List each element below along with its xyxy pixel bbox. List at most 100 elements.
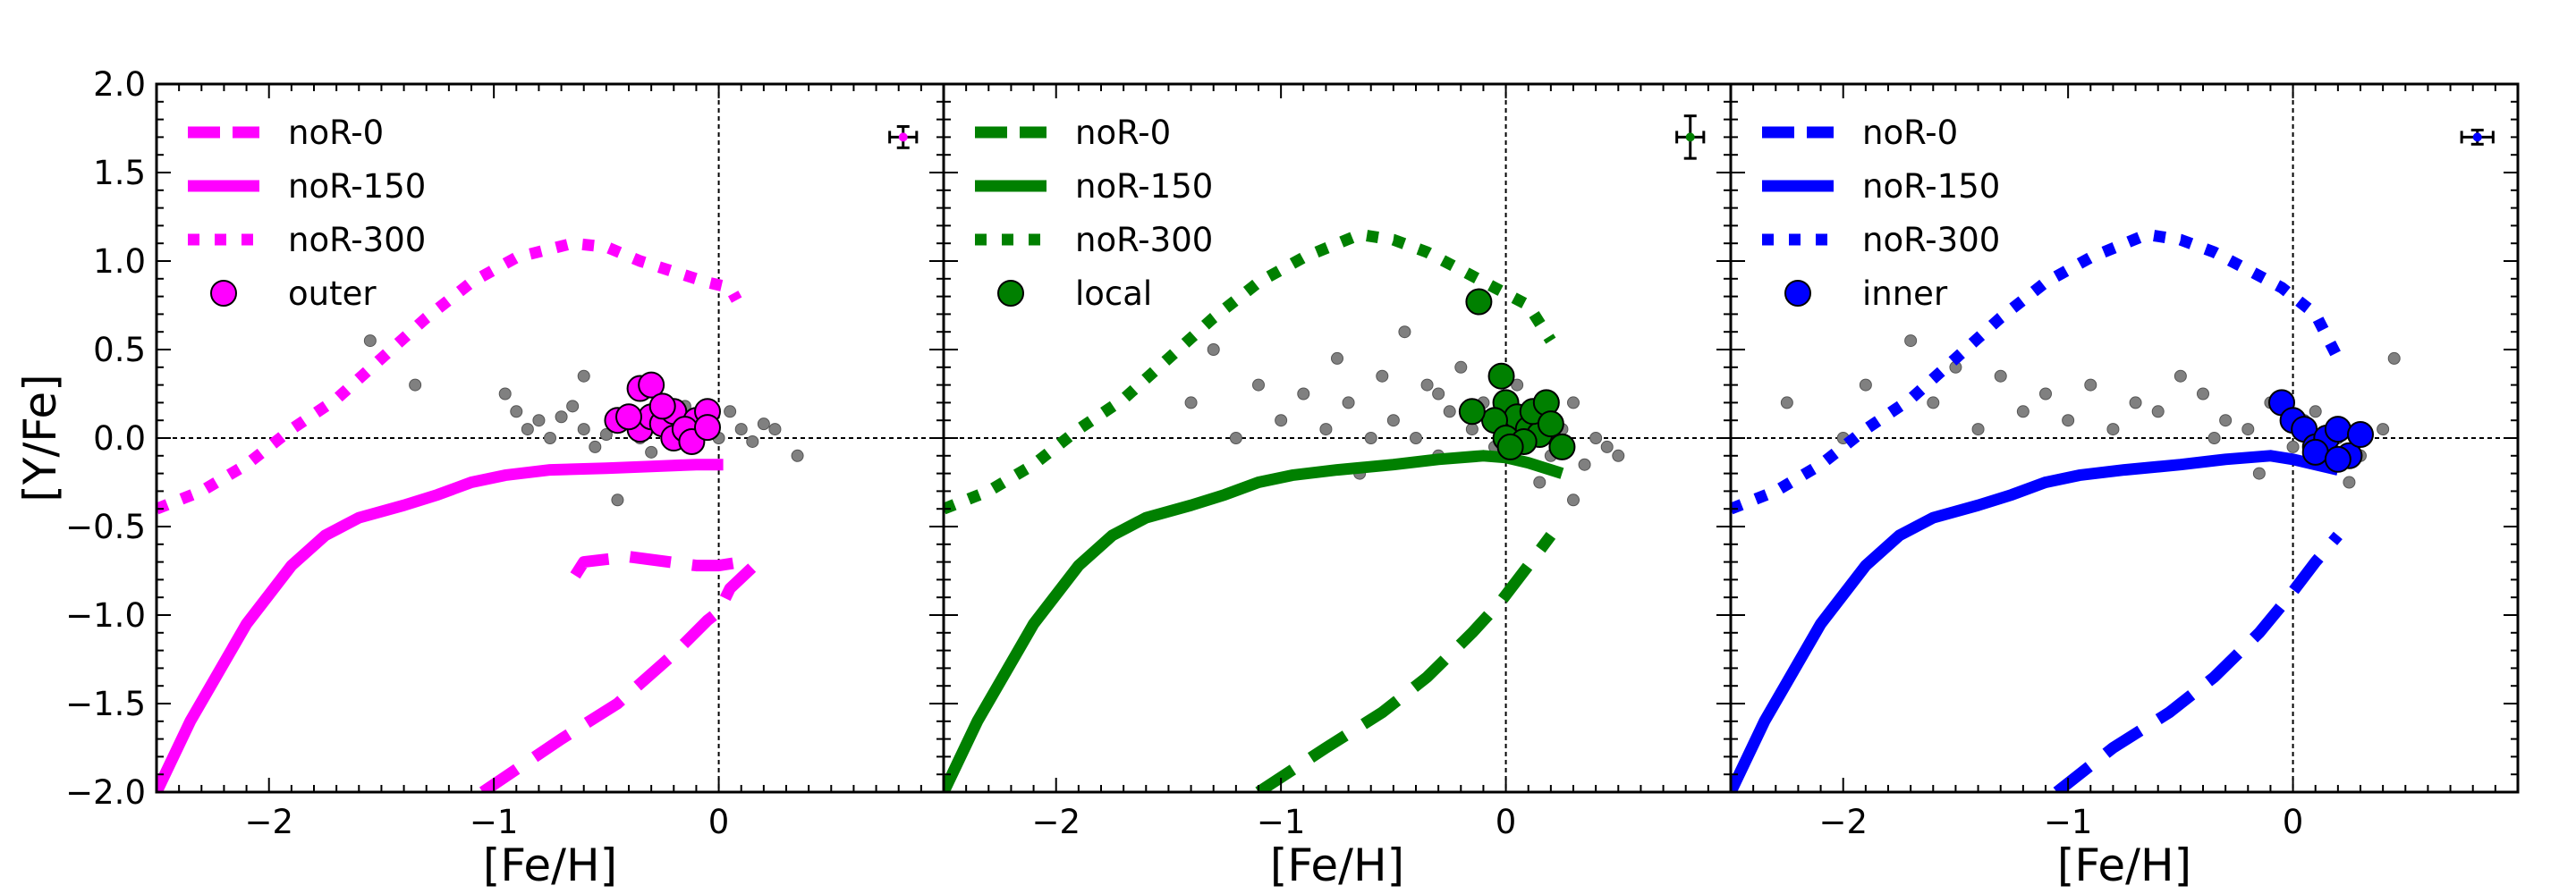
data-point-inner	[2347, 421, 2374, 449]
comparison-point	[1398, 325, 1411, 339]
data-point-outer	[638, 371, 665, 399]
comparison-point	[645, 445, 658, 459]
comparison-point	[1229, 432, 1242, 444]
comparison-point	[2252, 467, 2266, 480]
comparison-point	[2387, 351, 2401, 365]
error-bar-center	[1685, 132, 1695, 142]
comparison-point	[1252, 378, 1265, 392]
comparison-point	[1971, 423, 1985, 436]
comparison-point	[1342, 396, 1355, 409]
comparison-point	[1994, 369, 2007, 383]
model-line-nor-300	[1731, 228, 2343, 515]
comparison-point	[768, 423, 782, 436]
comparison-point	[555, 410, 568, 424]
x-tick-label: −2	[1031, 803, 1080, 841]
comparison-point	[1927, 396, 1940, 409]
data-point-outer	[648, 392, 676, 420]
comparison-point	[1410, 432, 1422, 444]
comparison-point	[757, 417, 770, 431]
legend-label: outer	[288, 274, 377, 313]
comparison-point	[1780, 396, 1793, 409]
legend-label: noR-300	[1075, 221, 1213, 259]
plot-area	[944, 228, 1625, 792]
comparison-point	[2309, 405, 2322, 418]
comparison-point	[2106, 423, 2120, 436]
comparison-point	[544, 432, 556, 444]
comparison-point	[510, 405, 523, 418]
legend-label: noR-150	[288, 167, 426, 206]
legend: noR-0 noR-150 noR-300 outer	[188, 114, 426, 313]
comparison-point	[1465, 423, 1479, 436]
comparison-point	[2039, 387, 2052, 401]
comparison-point	[577, 369, 590, 383]
x-axis-label: [Fe/H]	[2057, 839, 2191, 891]
legend-marker	[997, 280, 1024, 307]
comparison-point	[724, 405, 737, 418]
comparison-point	[1376, 369, 1389, 383]
comparison-point	[734, 423, 748, 436]
comparison-point	[577, 423, 590, 436]
comparison-point	[1364, 432, 1377, 444]
y-tick-label: −2.0	[65, 773, 146, 812]
x-tick-label: 0	[708, 803, 730, 841]
model-line-nor-150	[1731, 450, 2340, 792]
data-point-inner	[2301, 438, 2329, 466]
y-tick-label: 0.5	[93, 331, 146, 369]
x-tick-label: 0	[1496, 803, 1517, 841]
comparison-point	[2207, 432, 2221, 444]
data-point-local	[1537, 410, 1564, 438]
comparison-point	[2286, 440, 2300, 453]
comparison-point	[1432, 387, 1445, 401]
comparison-point	[2343, 476, 2356, 489]
legend: noR-0 noR-150 noR-300 local	[975, 114, 1213, 313]
comparison-point	[1567, 493, 1580, 507]
comparison-point	[1297, 387, 1310, 401]
comparison-point	[746, 434, 759, 448]
y-tick-label: −0.5	[65, 508, 146, 546]
comparison-point	[1567, 396, 1580, 409]
data-point-inner	[2324, 416, 2351, 443]
data-point-local	[1548, 433, 1576, 460]
x-tick-label: −2	[1818, 803, 1868, 841]
error-bar-center	[2472, 132, 2482, 142]
legend-label: noR-0	[1862, 114, 1958, 152]
legend-label: inner	[1862, 274, 1948, 313]
comparison-point	[1578, 458, 1591, 471]
comparison-point	[1454, 360, 1468, 374]
model-line-nor-150	[944, 450, 1564, 792]
comparison-point	[589, 440, 602, 453]
comparison-point	[2377, 423, 2390, 436]
model-line-nor-300	[157, 237, 742, 515]
comparison-point	[1386, 414, 1400, 427]
model-line-nor-0	[479, 551, 758, 792]
data-point-local	[1465, 288, 1493, 316]
data-point-local	[1458, 398, 1486, 426]
comparison-point	[2016, 405, 2029, 418]
comparison-point	[1859, 378, 1872, 392]
comparison-point	[1904, 334, 1918, 348]
legend-label: noR-300	[1862, 221, 2000, 259]
comparison-point	[1184, 396, 1198, 409]
comparison-point	[2062, 414, 2075, 427]
comparison-point	[2241, 423, 2255, 436]
legend-label: noR-150	[1862, 167, 2000, 206]
comparison-point	[409, 378, 422, 392]
y-axis-label: [Y/Fe]	[14, 374, 66, 502]
legend-marker	[210, 280, 237, 307]
data-point-outer	[694, 414, 721, 442]
comparison-point	[1207, 343, 1220, 356]
comparison-point	[791, 449, 804, 462]
comparison-point	[532, 414, 546, 427]
comparison-point	[599, 428, 613, 442]
y-tick-label: 0.0	[93, 419, 146, 458]
data-point-local	[1487, 362, 1515, 390]
x-tick-label: 0	[2283, 803, 2304, 841]
model-line-nor-150	[157, 459, 725, 792]
legend-label: noR-0	[288, 114, 384, 152]
y-tick-label: 1.5	[93, 154, 146, 192]
comparison-point	[1600, 440, 1614, 453]
comparison-point	[363, 334, 377, 348]
comparison-point	[1589, 432, 1603, 444]
comparison-point	[1420, 378, 1434, 392]
comparison-point	[566, 400, 580, 413]
